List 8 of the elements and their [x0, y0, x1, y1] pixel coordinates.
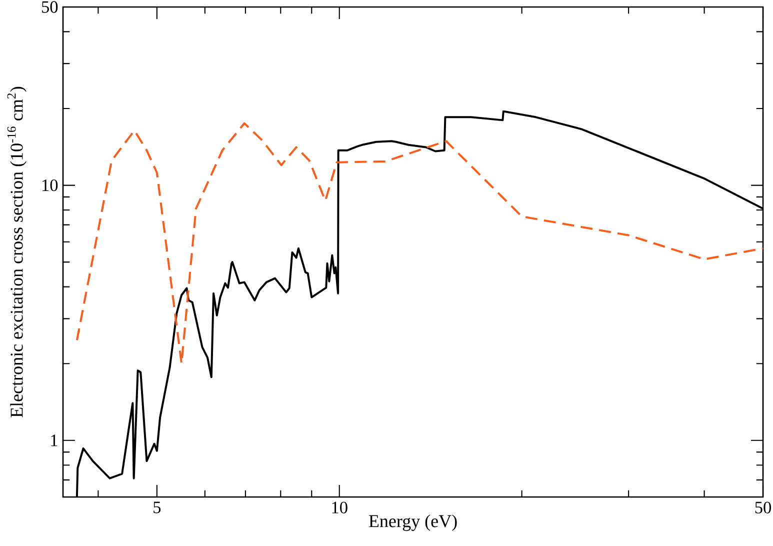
y-tick-label: 1	[51, 434, 58, 446]
y-tick-label: 10	[42, 179, 58, 192]
y-axis-title: Electronic excitation cross section (10$^{-16}$ cm$^{2}$)	[7, 86, 26, 418]
x-tick-label: 50	[755, 502, 772, 514]
x-tick-label: 5	[154, 502, 161, 514]
x-axis-title: Energy (eV)	[368, 514, 457, 531]
y-tick-label: 50	[42, 1, 58, 13]
x-tick-label: 10	[332, 502, 348, 514]
